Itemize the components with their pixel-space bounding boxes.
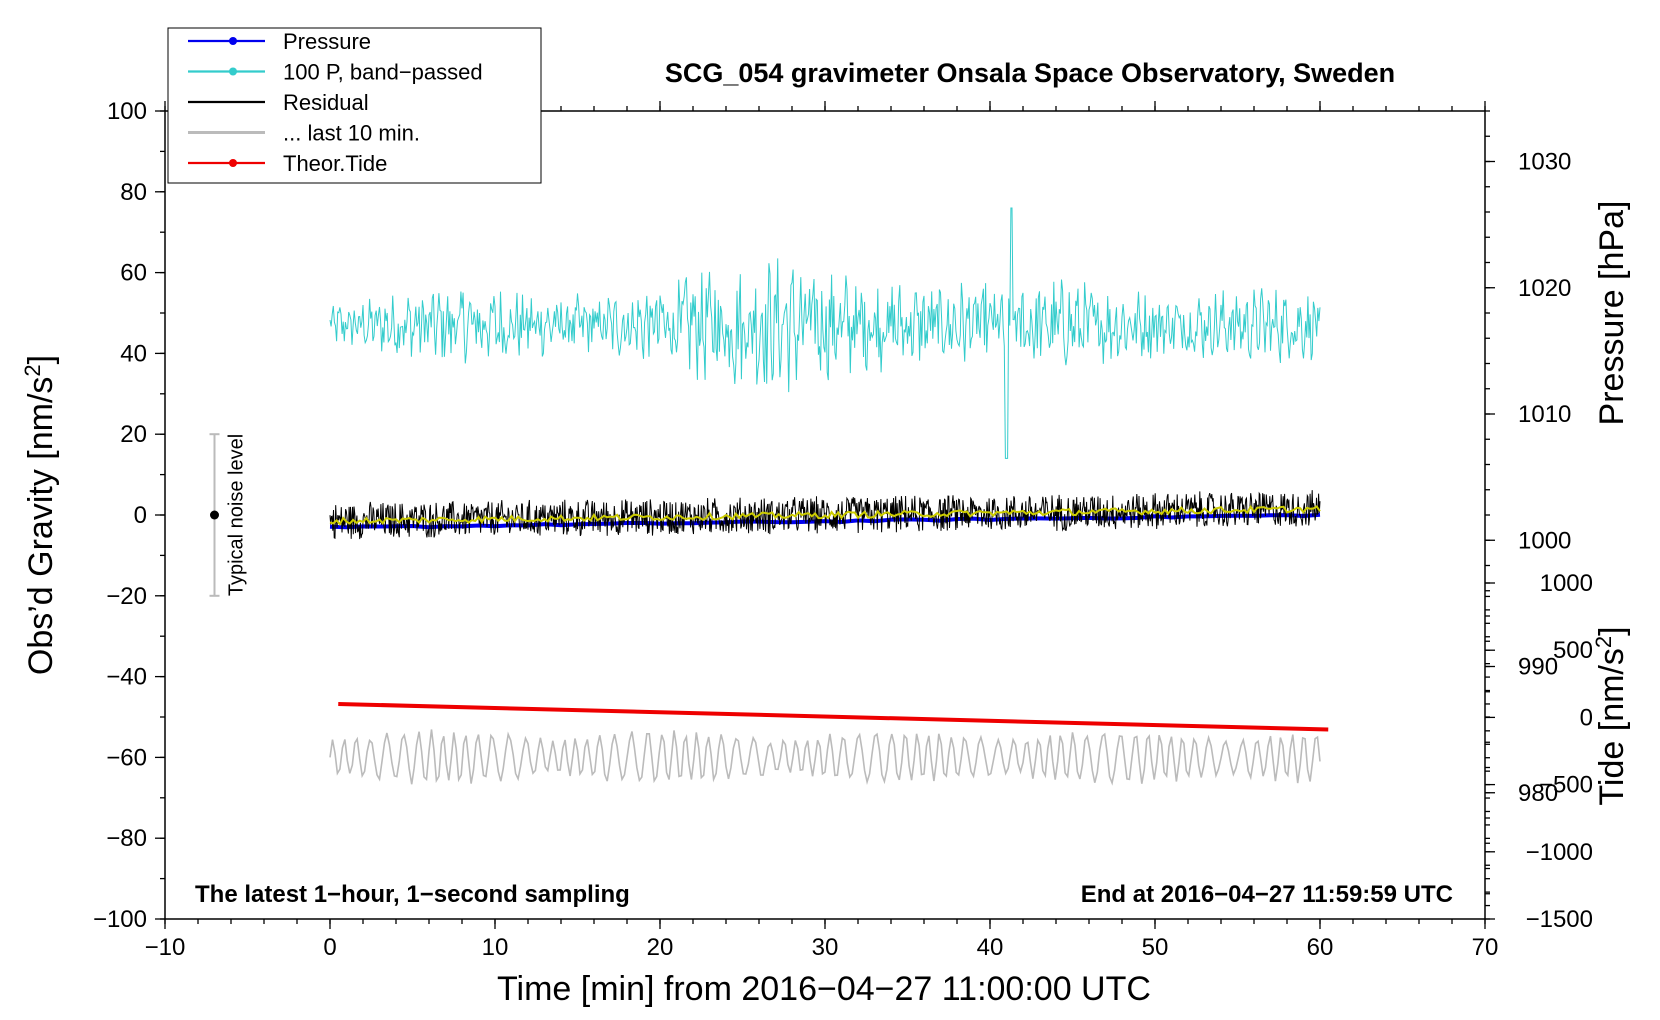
y-tick-label-tide: 500 xyxy=(1553,637,1593,664)
series-layer xyxy=(329,207,1329,786)
y-tick-label-tide: −500 xyxy=(1539,772,1593,799)
legend-marker xyxy=(229,37,237,45)
series-last-10-min xyxy=(329,729,1321,786)
sampling-annotation: The latest 1−hour, 1−second sampling xyxy=(195,881,630,908)
y-tick-label-left: 60 xyxy=(120,260,147,287)
noise-level-indicator: Typical noise level xyxy=(209,433,248,597)
legend-label: Pressure xyxy=(283,29,371,54)
y-tick-label-left: −60 xyxy=(106,744,147,771)
axis-ticks: −10 0 10 20 30 40 50 60 70100806040200−20−40−60−… xyxy=(93,98,1593,961)
y-axis-label-left: Obs’d Gravity [nm/s2] xyxy=(20,355,60,675)
x-tick-label: 10 xyxy=(482,934,509,961)
legend: Pressure 100 P, band−passed Residual ... la… xyxy=(167,27,542,184)
y-tick-label-left: −80 xyxy=(106,825,147,852)
noise-bar-center xyxy=(210,510,219,520)
x-tick-label: 50 xyxy=(1142,934,1169,961)
legend-label: ... last 10 min. xyxy=(283,121,420,146)
x-tick-label: 20 xyxy=(647,934,674,961)
x-tick-label: −10 xyxy=(145,934,186,961)
y-tick-label-tide: 0 xyxy=(1580,704,1593,731)
y-tick-label-pressure: 1030 xyxy=(1518,149,1571,176)
legend-box xyxy=(167,27,542,184)
y-tick-label-pressure: 990 xyxy=(1518,654,1558,681)
y-tick-label-left: 40 xyxy=(120,340,147,367)
y-tick-label-left: −100 xyxy=(93,906,147,933)
end-time-annotation: End at 2016−04−27 11:59:59 UTC xyxy=(1081,881,1453,908)
legend-label: 100 P, band−passed xyxy=(283,60,483,85)
y-tick-label-tide: 1000 xyxy=(1540,570,1593,597)
series-bandpassed-pressure xyxy=(329,207,1321,459)
y-tick-label-left: −20 xyxy=(106,583,147,610)
series-theoretical-tide xyxy=(338,701,1329,732)
y-tick-label-left: 80 xyxy=(120,179,147,206)
x-tick-label: 0 xyxy=(323,934,336,961)
noise-level-label: Typical noise level xyxy=(226,434,248,596)
y-axis-label-pressure: Pressure [hPa] xyxy=(1593,201,1631,426)
y-axis-label-tide: Tide [nm/s2] xyxy=(1591,626,1631,805)
x-tick-label: 40 xyxy=(977,934,1004,961)
series-residual xyxy=(329,490,1321,540)
legend-label: Theor.Tide xyxy=(283,151,387,176)
legend-label: Residual xyxy=(283,90,369,115)
x-tick-label: 60 xyxy=(1307,934,1334,961)
series-residual-smoothed xyxy=(329,504,1321,526)
y-tick-label-left: 100 xyxy=(107,98,147,125)
y-tick-label-pressure: 980 xyxy=(1518,780,1558,807)
legend-marker xyxy=(229,67,237,76)
x-axis-label: Time [min] from 2016−04−27 11:00:00 UTC xyxy=(497,970,1151,1008)
x-tick-label: 70 xyxy=(1472,934,1499,961)
y-tick-label-tide: −1000 xyxy=(1526,839,1593,866)
y-tick-label-pressure: 1020 xyxy=(1518,275,1571,302)
y-tick-label-left: 20 xyxy=(120,421,147,448)
y-tick-label-left: 0 xyxy=(134,502,147,529)
y-tick-label-left: −40 xyxy=(106,664,147,691)
y-tick-label-pressure: 1010 xyxy=(1518,401,1571,428)
x-tick-label: 30 xyxy=(812,934,839,961)
legend-marker xyxy=(229,159,237,167)
chart-title: SCG_054 gravimeter Onsala Space Observat… xyxy=(665,58,1395,88)
y-tick-label-tide: −1500 xyxy=(1526,906,1593,933)
y-tick-label-pressure: 1000 xyxy=(1518,527,1571,554)
